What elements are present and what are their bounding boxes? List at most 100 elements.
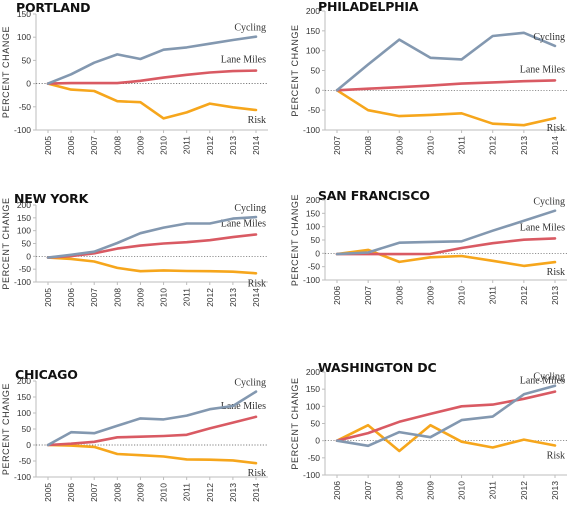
- y-tick-label: 150: [306, 208, 320, 218]
- series-line-cycling: [335, 209, 557, 256]
- y-tick-label: -100: [14, 472, 31, 482]
- y-tick-label: 100: [17, 226, 31, 236]
- x-tick-label: 2011: [182, 288, 192, 307]
- series-line-lane-miles: [46, 69, 258, 85]
- y-tick-label: 0: [315, 248, 320, 258]
- series-line-cycling: [46, 35, 258, 85]
- x-tick-label: 2007: [363, 286, 373, 305]
- y-tick-label: 200: [306, 6, 320, 16]
- x-tick-label: 2010: [159, 136, 169, 155]
- x-tick-label: 2012: [488, 136, 498, 155]
- y-tick-label: -50: [308, 262, 321, 272]
- x-tick-label: 2007: [89, 288, 99, 307]
- series-label-lane-miles: Lane Miles: [520, 222, 565, 233]
- series-label-lane-miles: Lane Miles: [221, 401, 266, 412]
- series-label-risk: Risk: [547, 450, 565, 461]
- x-tick-label: 2011: [488, 286, 498, 305]
- series-label-cycling: Cycling: [234, 23, 266, 34]
- x-tick-label: 2005: [43, 483, 53, 502]
- y-axis-title: PERCENT CHANGE: [290, 194, 300, 286]
- series-label-cycling: Cycling: [533, 32, 565, 43]
- series-line-risk: [46, 82, 258, 120]
- x-tick-label: 2008: [112, 483, 122, 502]
- y-tick-label: -100: [303, 275, 320, 285]
- y-tick-label: -50: [19, 456, 32, 466]
- x-tick-label: 2011: [488, 481, 498, 500]
- y-tick-label: 0: [315, 85, 320, 95]
- x-tick-label: 2008: [363, 136, 373, 155]
- chart-panel-new-york: NEW YORK -100 -50 0 50 100 150 200 2005 2006 2007 2…: [1, 191, 268, 307]
- x-tick-label: 2012: [519, 481, 529, 500]
- y-axis-title: PERCENT CHANGE: [290, 377, 300, 469]
- y-tick-label: 150: [17, 213, 31, 223]
- series-label-risk: Risk: [248, 115, 266, 126]
- y-tick-label: 200: [17, 200, 31, 210]
- x-tick-label: 2005: [43, 288, 53, 307]
- chart-title: WASHINGTON DC: [318, 360, 436, 375]
- x-tick-label: 2011: [457, 136, 467, 155]
- series-label-lane-miles: Lane Miles: [520, 376, 565, 387]
- series-line-risk: [335, 89, 557, 127]
- x-tick-label: 2014: [251, 483, 261, 502]
- series-line-cycling: [46, 390, 258, 447]
- y-tick-label: 100: [306, 222, 320, 232]
- series-line-cycling: [335, 31, 557, 92]
- series-label-cycling: Cycling: [533, 197, 565, 208]
- x-tick-label: 2013: [550, 286, 560, 305]
- chart-panel-philadelphia: PHILADELPHIA -100 -50 0 50 100 150 200 2007 2008 2…: [290, 0, 567, 155]
- series-line-lane-miles: [335, 237, 557, 256]
- y-tick-label: 200: [17, 376, 31, 386]
- x-tick-label: 2012: [205, 483, 215, 502]
- x-tick-label: 2013: [519, 136, 529, 155]
- x-tick-label: 2013: [228, 136, 238, 155]
- y-tick-label: 150: [17, 9, 31, 19]
- series-line-cycling: [46, 215, 258, 259]
- x-tick-label: 2014: [550, 136, 560, 155]
- y-tick-label: 200: [306, 367, 320, 377]
- x-tick-label: 2010: [159, 288, 169, 307]
- series-line-lane-miles: [46, 233, 258, 259]
- y-tick-label: 0: [26, 440, 31, 450]
- chart-title: NEW YORK: [14, 191, 90, 206]
- chart-title: CHICAGO: [15, 367, 78, 382]
- y-axis-title: PERCENT CHANGE: [1, 197, 11, 289]
- x-tick-label: 2007: [332, 136, 342, 155]
- y-tick-label: 50: [311, 66, 321, 76]
- x-tick-label: 2009: [135, 483, 145, 502]
- y-tick-label: 150: [306, 26, 320, 36]
- x-tick-label: 2013: [228, 483, 238, 502]
- y-tick-label: -100: [14, 125, 31, 135]
- x-tick-label: 2012: [205, 288, 215, 307]
- x-tick-label: 2010: [425, 136, 435, 155]
- x-tick-label: 2011: [182, 483, 192, 502]
- series-label-cycling: Cycling: [533, 372, 565, 383]
- y-axis-title: PERCENT CHANGE: [1, 383, 11, 475]
- series-label-lane-miles: Lane Miles: [221, 55, 266, 66]
- y-tick-label: 0: [26, 251, 31, 261]
- x-tick-label: 2006: [66, 288, 76, 307]
- y-axis-title: PERCENT CHANGE: [1, 26, 11, 118]
- x-tick-label: 2012: [205, 136, 215, 155]
- series-line-lane-miles: [335, 79, 557, 92]
- series-label-risk: Risk: [547, 123, 565, 134]
- x-tick-label: 2005: [43, 136, 53, 155]
- series-label-cycling: Cycling: [234, 203, 266, 214]
- x-tick-label: 2014: [251, 136, 261, 155]
- y-tick-label: 50: [22, 239, 32, 249]
- x-tick-label: 2007: [89, 136, 99, 155]
- series-line-risk: [335, 423, 557, 453]
- series-line-risk: [46, 256, 258, 275]
- x-tick-label: 2008: [394, 481, 404, 500]
- series-label-risk: Risk: [547, 267, 565, 278]
- chart-title: PORTLAND: [16, 0, 90, 15]
- series-label-lane-miles: Lane Miles: [520, 64, 565, 75]
- y-tick-label: 150: [17, 392, 31, 402]
- x-tick-label: 2009: [135, 136, 145, 155]
- y-tick-label: -50: [19, 102, 32, 112]
- series-line-lane-miles: [46, 415, 258, 447]
- y-tick-label: -100: [303, 125, 320, 135]
- x-tick-label: 2007: [363, 481, 373, 500]
- y-tick-label: 0: [26, 79, 31, 89]
- x-tick-label: 2009: [394, 136, 404, 155]
